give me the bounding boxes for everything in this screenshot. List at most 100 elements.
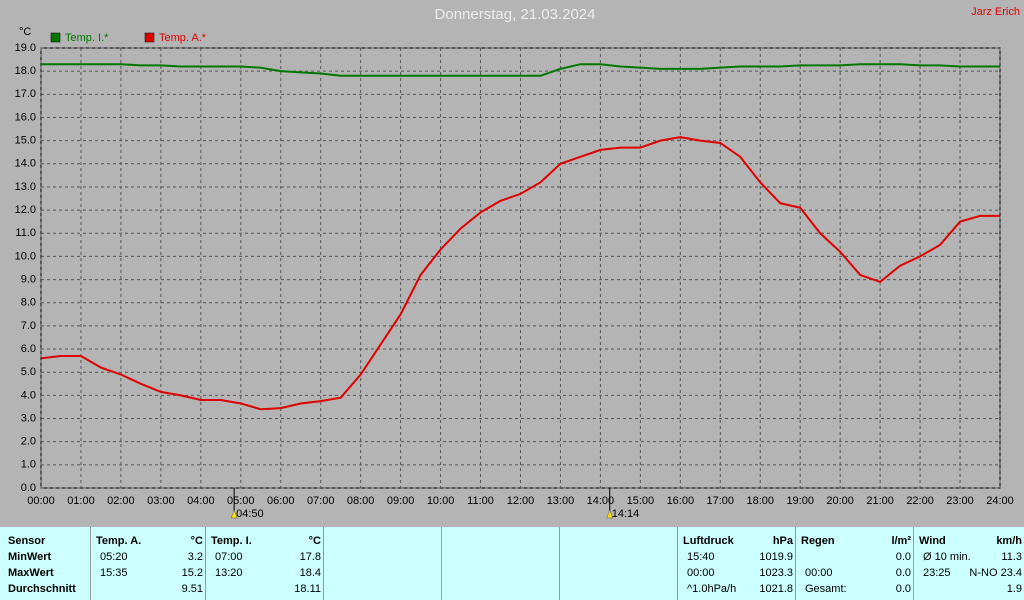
y-tick-label: 16.0 <box>15 111 36 123</box>
group-unit: °C <box>308 535 321 547</box>
chart-title: Donnerstag, 21.03.2024 <box>435 6 596 23</box>
row-label: MaxWert <box>8 567 54 579</box>
y-tick-label: 14.0 <box>15 158 36 170</box>
y-tick-label: 19.0 <box>15 42 36 54</box>
x-tick-label: 10:00 <box>427 495 455 507</box>
cell-value: 0.0 <box>895 567 911 579</box>
x-tick-label: 22:00 <box>906 495 934 507</box>
column-separator <box>323 527 324 600</box>
cell-value: 15.2 <box>181 567 203 579</box>
x-tick-label: 03:00 <box>147 495 175 507</box>
header-cell: Sensor <box>8 535 46 547</box>
x-tick-label: 08:00 <box>347 495 375 507</box>
row-label: MinWert <box>8 551 52 563</box>
y-tick-label: 5.0 <box>21 366 36 378</box>
cell-left: 15:35 <box>100 567 128 579</box>
y-tick-label: 4.0 <box>21 389 36 401</box>
cell-value: 9.51 <box>181 583 203 595</box>
y-tick-label: 10.0 <box>15 250 36 262</box>
legend-swatch <box>144 32 155 43</box>
x-tick-label: 02:00 <box>107 495 135 507</box>
y-tick-label: 18.0 <box>15 65 36 77</box>
cell-left: 23:25 <box>923 567 951 579</box>
stats-table: Sensor MinWert MaxWert Durchschnitt Temp. A.… <box>0 527 1024 600</box>
column-separator <box>913 527 914 600</box>
row-label: Durchschnitt <box>8 583 76 595</box>
x-tick-label: 01:00 <box>67 495 95 507</box>
legend-label: Temp. A.* <box>159 32 207 44</box>
group-title: Temp. I. <box>211 535 252 547</box>
cell-value: 17.8 <box>299 551 321 563</box>
group-title: Luftdruck <box>683 535 734 547</box>
y-tick-label: 11.0 <box>15 227 36 239</box>
x-tick-label: 07:00 <box>307 495 335 507</box>
cell-value: 1023.3 <box>759 567 793 579</box>
cell-left: Ø 10 min. <box>923 551 971 563</box>
cell-left: ^1.0hPa/h <box>687 583 737 595</box>
x-tick-label: 20:00 <box>826 495 854 507</box>
cell-left: 05:20 <box>100 551 128 563</box>
y-tick-label: 6.0 <box>21 343 36 355</box>
y-tick-label: 3.0 <box>21 412 36 424</box>
column-separator <box>90 527 91 600</box>
x-tick-label: 09:00 <box>387 495 415 507</box>
x-tick-label: 18:00 <box>746 495 774 507</box>
x-tick-label: 14:00 <box>587 495 615 507</box>
column-separator <box>559 527 560 600</box>
sun-label: 14:14 <box>612 508 640 520</box>
cell-value: 11.3 <box>1001 551 1022 563</box>
x-tick-label: 12:00 <box>507 495 535 507</box>
x-tick-label: 13:00 <box>547 495 575 507</box>
group-title: Wind <box>919 535 946 547</box>
chart: Donnerstag, 21.03.2024 Jarz Erich °C 0.0… <box>15 6 1020 520</box>
author: Jarz Erich <box>971 6 1020 18</box>
group-title: Temp. A. <box>96 535 142 547</box>
group-title: Regen <box>801 535 835 547</box>
cell-value: 3.2 <box>187 551 203 563</box>
cell-value: N-NO 23.4 <box>969 567 1022 579</box>
cell-left: 00:00 <box>687 567 715 579</box>
group-unit: °C <box>190 535 203 547</box>
cell-left: 13:20 <box>215 567 243 579</box>
sun-label: 04:50 <box>236 508 264 520</box>
x-tick-label: 24:00 <box>986 495 1014 507</box>
group-unit: hPa <box>772 535 793 547</box>
column-separator <box>441 527 442 600</box>
y-tick-label: 7.0 <box>21 320 36 332</box>
sun-icon <box>606 509 614 519</box>
y-tick-label: 9.0 <box>21 273 36 285</box>
group-unit: l/m² <box>891 535 911 547</box>
x-tick-label: 16:00 <box>667 495 695 507</box>
x-tick-label: 11:00 <box>467 495 494 507</box>
y-tick-label: 12.0 <box>15 204 36 216</box>
y-tick-label: 8.0 <box>21 297 36 309</box>
cell-value: 0.0 <box>895 551 911 563</box>
x-tick-label: 19:00 <box>786 495 814 507</box>
x-tick-label: 04:00 <box>187 495 215 507</box>
series-line <box>40 136 1000 411</box>
y-tick-label: 13.0 <box>15 181 36 193</box>
cell-value: 0.0 <box>895 583 911 595</box>
cell-value: 18.11 <box>294 583 321 595</box>
legend-swatch <box>50 32 61 43</box>
cell-value: 1019.9 <box>759 551 793 563</box>
sun-icon <box>230 509 238 519</box>
y-tick-label: 1.0 <box>21 459 36 471</box>
column-separator <box>795 527 796 600</box>
cell-left: Gesamt: <box>805 583 847 595</box>
cell-value: 18.4 <box>299 567 321 579</box>
column-separator <box>205 527 206 600</box>
x-tick-label: 05:00 <box>227 495 255 507</box>
cell-left: 07:00 <box>215 551 243 563</box>
x-tick-label: 21:00 <box>866 495 894 507</box>
y-unit: °C <box>19 26 31 38</box>
x-tick-label: 17:00 <box>707 495 735 507</box>
y-tick-label: 2.0 <box>21 436 36 448</box>
series-line <box>41 63 1000 77</box>
cell-left: 00:00 <box>805 567 833 579</box>
cell-value: 1.9 <box>1006 583 1022 595</box>
y-tick-label: 17.0 <box>15 88 36 100</box>
y-tick-label: 0.0 <box>21 482 36 494</box>
legend-label: Temp. I.* <box>65 32 109 44</box>
column-separator <box>677 527 678 600</box>
